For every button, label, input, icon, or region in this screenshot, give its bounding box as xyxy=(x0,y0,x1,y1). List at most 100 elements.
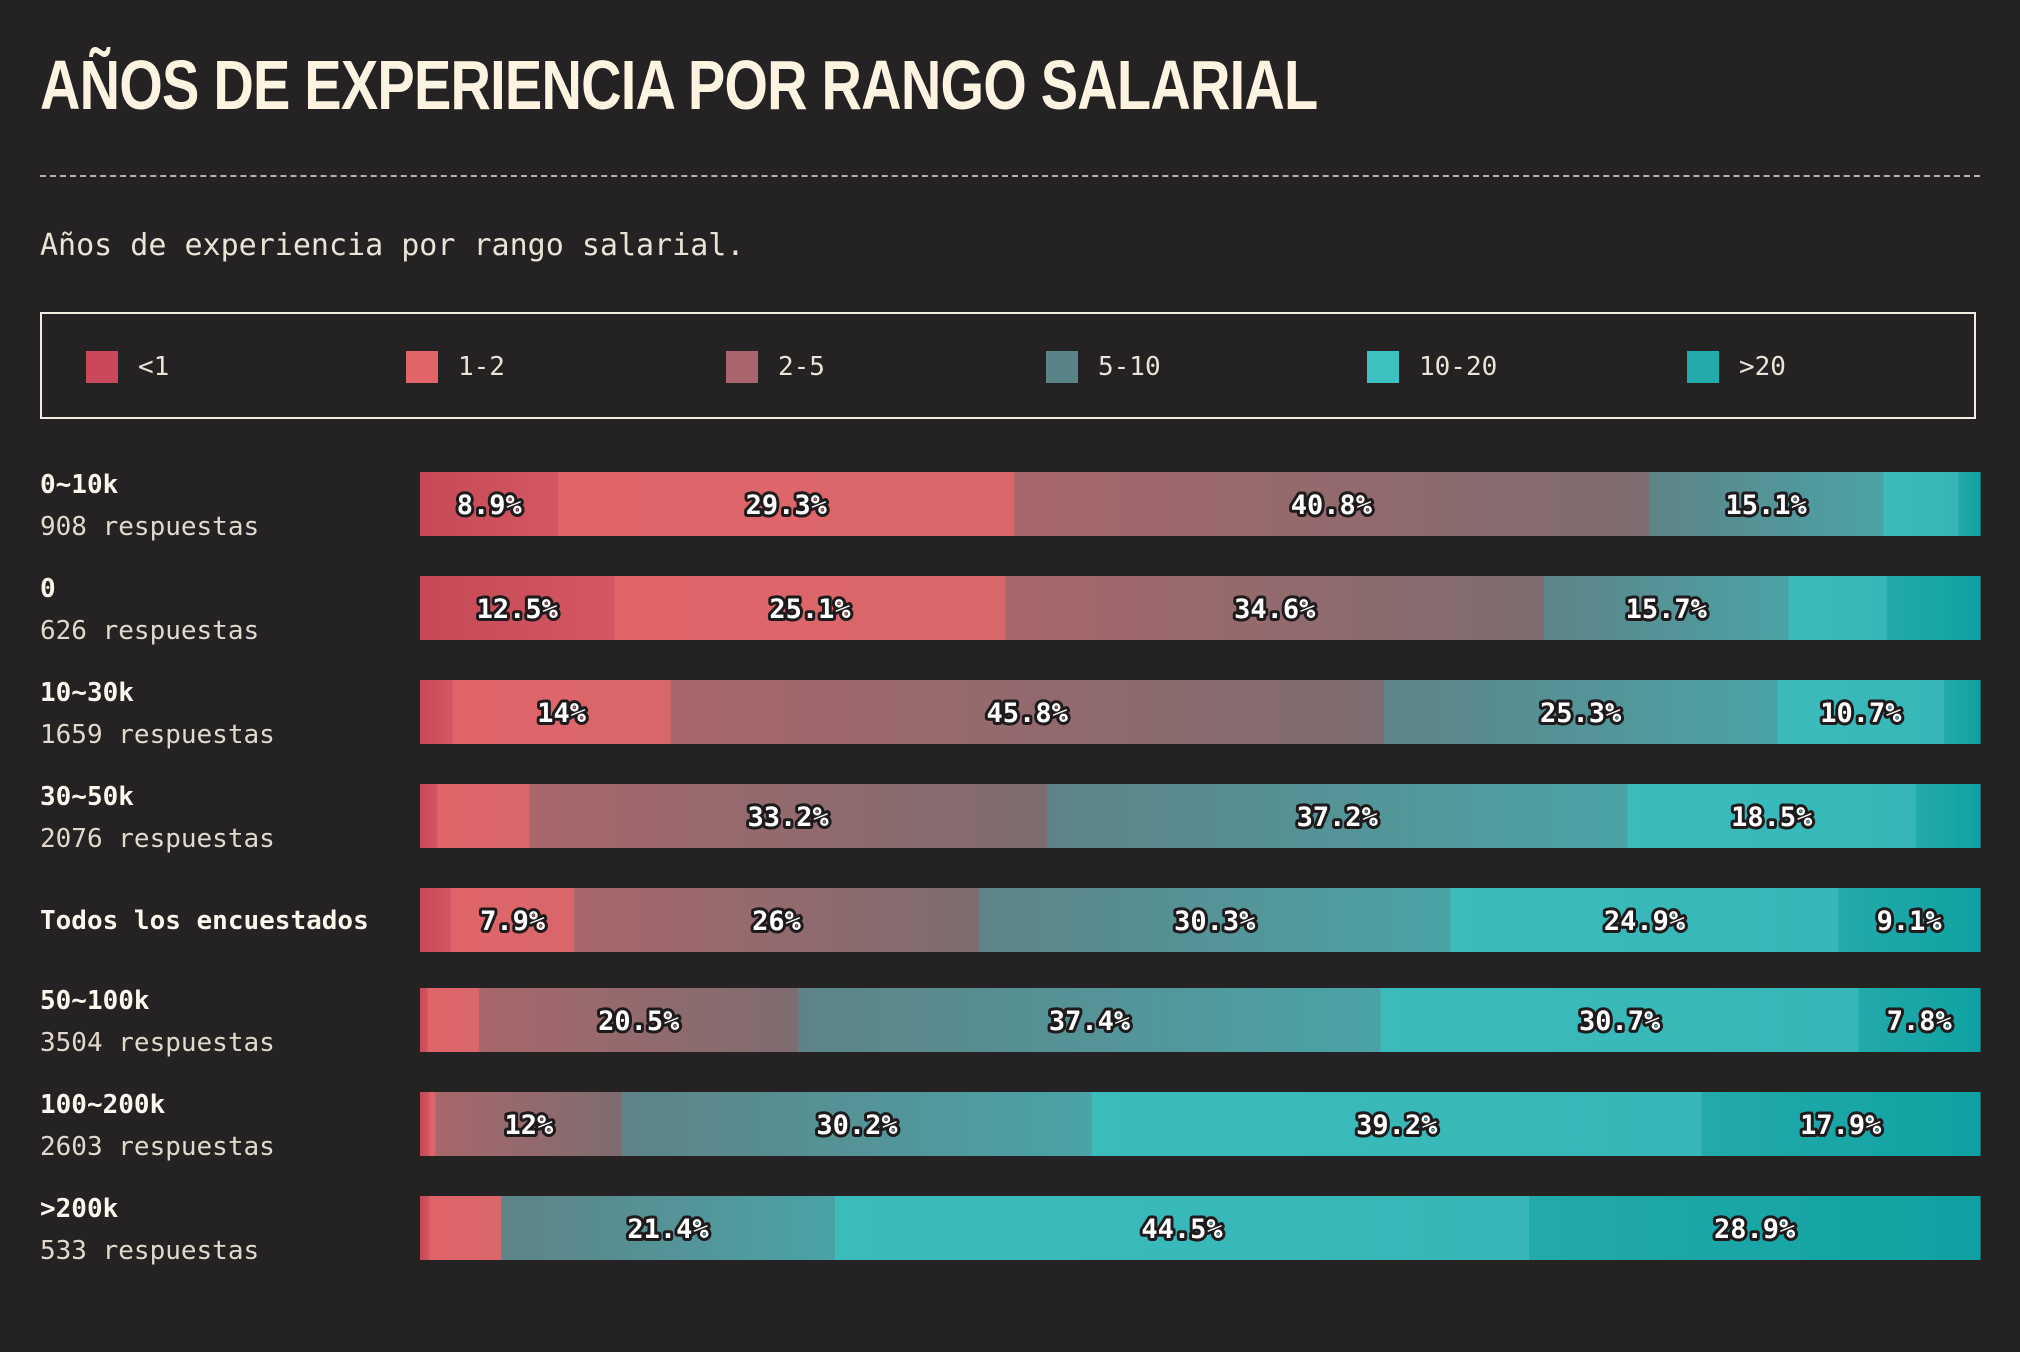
legend-item-gt20[interactable]: >20 xyxy=(1687,351,1786,383)
legend: <1 1-2 2-5 5-10 10-20 >20 xyxy=(40,312,1976,419)
bar-segment-lt1[interactable] xyxy=(420,1092,430,1156)
bar-segment-2-5[interactable] xyxy=(1005,576,1545,640)
row-count: 533 respuestas xyxy=(40,1236,259,1266)
bar-segment-1-2[interactable] xyxy=(452,680,672,744)
legend-item-10-20[interactable]: 10-20 xyxy=(1367,351,1497,383)
segment-value-label: 40.8% xyxy=(1291,490,1373,521)
segment-value-label: 18.5% xyxy=(1731,802,1813,833)
bar-segment-gt20[interactable] xyxy=(1944,680,1981,744)
bar-segment-10-20[interactable] xyxy=(1091,1092,1703,1156)
bar-segment-5-10[interactable] xyxy=(978,888,1452,952)
bar-segment-10-20[interactable] xyxy=(1788,576,1888,640)
bar-segment-lt1[interactable] xyxy=(420,680,454,744)
bar-segment-1-2[interactable] xyxy=(558,472,1015,536)
row-count: 908 respuestas xyxy=(40,512,259,542)
legend-label-gt20: >20 xyxy=(1739,352,1786,382)
segment-value-label: 29.3% xyxy=(746,490,828,521)
bar-segment-2-5[interactable] xyxy=(435,1092,623,1156)
bar-segment-1-2[interactable] xyxy=(429,1196,502,1260)
bar-segment-1-2[interactable] xyxy=(429,1092,437,1156)
bar-segment-2-5[interactable] xyxy=(529,784,1048,848)
segment-value-label: 12% xyxy=(504,1110,554,1141)
bar-segment-1-2[interactable] xyxy=(614,576,1006,640)
segment-value-label: 37.2% xyxy=(1297,802,1379,833)
row-label: >200k xyxy=(40,1194,119,1224)
legend-item-lt1[interactable]: <1 xyxy=(86,351,169,383)
bar-segment-gt20[interactable] xyxy=(1886,576,1981,640)
bar-segment-10-20[interactable] xyxy=(1627,784,1917,848)
bar-segment-1-2[interactable] xyxy=(427,988,480,1052)
bar-segment-5-10[interactable] xyxy=(1648,472,1885,536)
bar-segment-gt20[interactable] xyxy=(1701,1092,1981,1156)
bar-segment-lt1[interactable] xyxy=(420,784,438,848)
chart-title: AÑOS DE EXPERIENCIA POR RANGO SALARIAL xyxy=(40,46,1318,124)
row-count: 1659 respuestas xyxy=(40,720,275,750)
bar-segment-10-20[interactable] xyxy=(1777,680,1945,744)
segment-value-label: 25.1% xyxy=(769,594,851,625)
bar-segment-lt1[interactable] xyxy=(420,988,429,1052)
bar-segment-lt1[interactable] xyxy=(420,888,452,952)
segment-value-label: 17.9% xyxy=(1800,1110,1882,1141)
bar-segment-2-5[interactable] xyxy=(1014,472,1650,536)
bar-segment-5-10[interactable] xyxy=(622,1092,1093,1156)
bar-segment-10-20[interactable] xyxy=(834,1196,1530,1260)
row-count: 626 respuestas xyxy=(40,616,259,646)
row-label: 0 xyxy=(40,574,56,604)
chart-subtitle: Años de experiencia por rango salarial. xyxy=(40,228,745,263)
legend-item-5-10[interactable]: 5-10 xyxy=(1046,351,1161,383)
segment-value-label: 15.7% xyxy=(1626,594,1708,625)
segment-value-label: 8.9% xyxy=(457,490,523,521)
segment-value-label: 45.8% xyxy=(987,698,1069,729)
bar-segment-2-5[interactable] xyxy=(479,988,799,1052)
bar-segment-1-2[interactable] xyxy=(451,888,575,952)
row-label: Todos los encuestados xyxy=(40,906,369,936)
segment-value-label: 20.5% xyxy=(598,1006,680,1037)
segment-value-label: 14% xyxy=(537,698,587,729)
segment-value-label: 33.2% xyxy=(748,802,830,833)
segment-value-label: 34.6% xyxy=(1234,594,1316,625)
bar-segment-gt20[interactable] xyxy=(1529,1196,1981,1260)
legend-label-lt1: <1 xyxy=(138,352,170,382)
legend-swatch-gt20 xyxy=(1687,351,1719,383)
row-label: 10~30k xyxy=(40,678,134,708)
segment-value-label: 12.5% xyxy=(477,594,559,625)
bar-segment-lt1[interactable] xyxy=(420,1196,430,1260)
bar-segment-2-5[interactable] xyxy=(670,680,1385,744)
legend-swatch-2-5 xyxy=(726,351,758,383)
bar-segment-1-2[interactable] xyxy=(437,784,530,848)
bar-segment-10-20[interactable] xyxy=(1450,888,1839,952)
segment-value-label: 30.3% xyxy=(1174,906,1256,937)
title-divider xyxy=(40,175,1980,177)
bar-segment-5-10[interactable] xyxy=(1383,680,1779,744)
segment-value-label: 26% xyxy=(752,906,802,937)
bar-segment-lt1[interactable] xyxy=(420,576,616,640)
bar-segment-lt1[interactable] xyxy=(420,472,560,536)
bar-segment-gt20[interactable] xyxy=(1838,888,1981,952)
bar-segment-5-10[interactable] xyxy=(1544,576,1790,640)
segment-value-label: 44.5% xyxy=(1141,1214,1223,1245)
bar-segment-gt20[interactable] xyxy=(1916,784,1981,848)
bar-segment-2-5[interactable] xyxy=(574,888,980,952)
legend-item-1-2[interactable]: 1-2 xyxy=(406,351,505,383)
segment-value-label: 30.2% xyxy=(816,1110,898,1141)
legend-swatch-10-20 xyxy=(1367,351,1399,383)
legend-item-2-5[interactable]: 2-5 xyxy=(726,351,825,383)
legend-swatch-5-10 xyxy=(1046,351,1078,383)
segment-value-label: 9.1% xyxy=(1877,906,1943,937)
bar-segment-5-10[interactable] xyxy=(501,1196,836,1260)
row-count: 3504 respuestas xyxy=(40,1028,275,1058)
segment-value-label: 37.4% xyxy=(1049,1006,1131,1037)
bar-segment-gt20[interactable] xyxy=(1858,988,1981,1052)
bar-segment-10-20[interactable] xyxy=(1883,472,1959,536)
segment-value-label: 10.7% xyxy=(1820,698,1902,729)
bar-segment-10-20[interactable] xyxy=(1380,988,1860,1052)
segment-value-label: 39.2% xyxy=(1356,1110,1438,1141)
segment-value-label: 28.9% xyxy=(1714,1214,1796,1245)
bar-segment-gt20[interactable] xyxy=(1958,472,1981,536)
segment-value-label: 7.8% xyxy=(1887,1006,1953,1037)
row-count: 2076 respuestas xyxy=(40,824,275,854)
bar-segment-5-10[interactable] xyxy=(1047,784,1629,848)
row-label: 0~10k xyxy=(40,470,119,500)
bar-segment-5-10[interactable] xyxy=(798,988,1382,1052)
segment-value-label: 25.3% xyxy=(1540,698,1622,729)
